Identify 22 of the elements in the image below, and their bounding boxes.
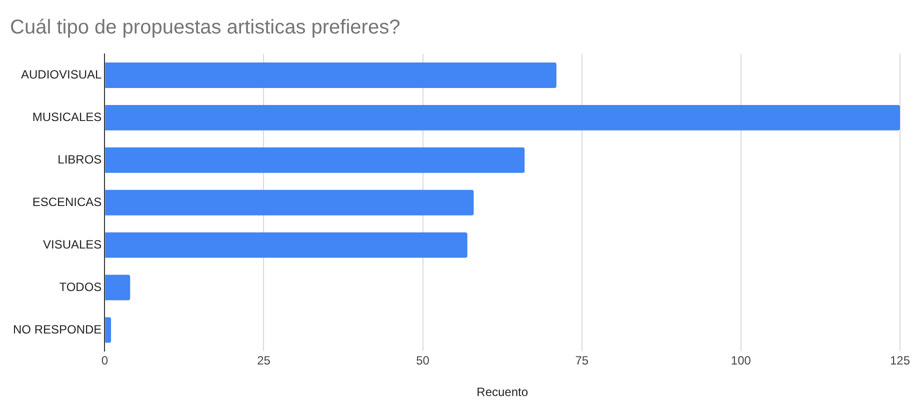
y-tick-label: NO RESPONDE (12, 322, 102, 336)
y-tick-label: TODOS (59, 280, 102, 294)
bar (105, 232, 468, 258)
y-tick-label: ESCENICAS (32, 194, 102, 209)
y-tick-label: VISUALES (42, 237, 102, 252)
bar (105, 147, 525, 173)
x-tick-label: 25 (257, 354, 271, 368)
bar (105, 274, 130, 300)
x-tick-label: 125 (890, 354, 910, 368)
y-tick-label: AUDIOVISUAL (20, 68, 102, 82)
bar (105, 190, 474, 216)
chart-title: Cuál tipo de propuestas artisticas prefieres? (10, 16, 400, 39)
bar (105, 317, 112, 343)
bar (105, 104, 900, 130)
y-tick-label: MUSICALES (32, 110, 102, 124)
x-tick-label: 50 (416, 354, 430, 368)
x-tick-label: 0 (101, 354, 108, 368)
x-axis-title: Recuento (476, 385, 528, 400)
bar (105, 62, 556, 88)
x-tick-label: 100 (730, 354, 752, 368)
x-tick-label: 75 (575, 354, 589, 368)
y-tick-label: LIBROS (58, 152, 102, 166)
